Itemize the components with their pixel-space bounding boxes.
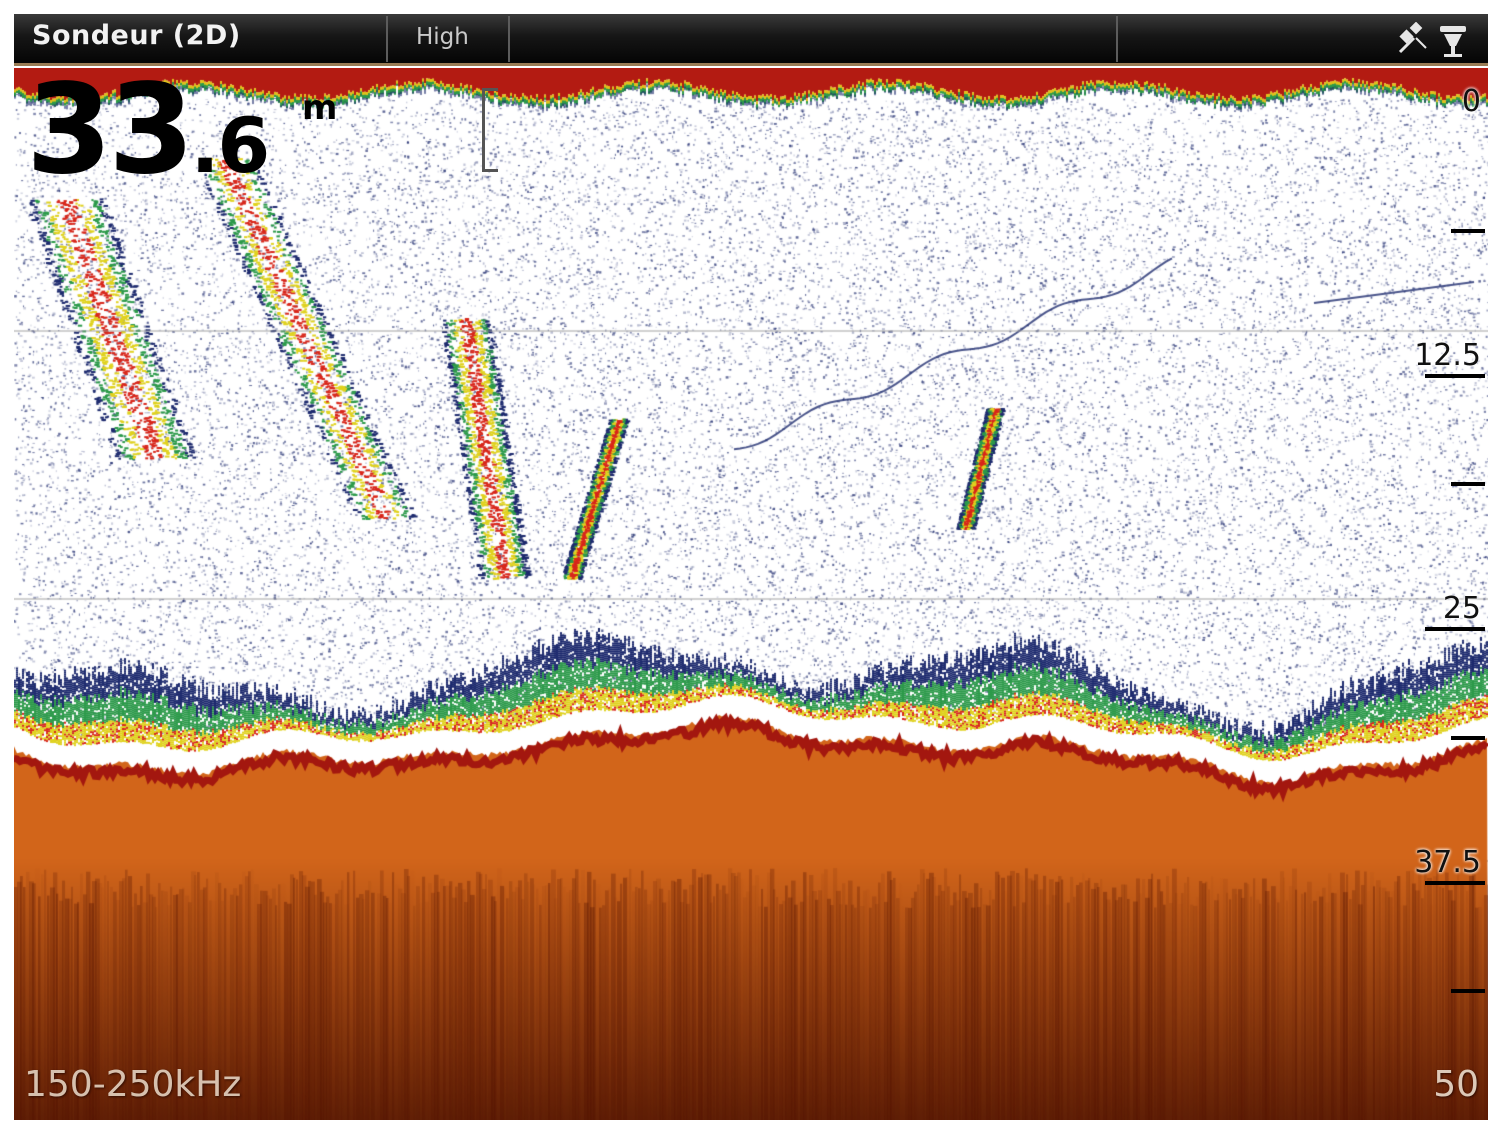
depth-scale-minor-tick — [1451, 735, 1485, 740]
mode-separator — [508, 16, 510, 62]
depth-scale-minor-tick — [1451, 482, 1485, 487]
title-bar: Sondeur (2D) High — [14, 14, 1488, 66]
range-max-label: 50 — [1433, 1064, 1479, 1105]
depth-unit: m — [302, 88, 338, 128]
title-separator — [386, 16, 388, 62]
depth-scale-label: 12.5 — [1414, 337, 1481, 373]
depth-decimal: .6 — [190, 101, 271, 190]
status-separator — [1116, 16, 1118, 62]
depth-integer: 33 — [26, 58, 195, 202]
depth-readout: 33.6 — [26, 68, 271, 192]
depth-scale-minor-tick — [1451, 228, 1485, 233]
depth-scale-minor-tick — [1451, 989, 1485, 994]
zoom-bracket — [482, 88, 498, 172]
frequency-label: 150-250kHz — [24, 1064, 242, 1105]
status-icons — [1398, 22, 1466, 57]
depth-scale-major-tick — [1425, 627, 1485, 631]
sonar-view[interactable] — [14, 68, 1488, 1120]
depth-scale-major-tick — [1425, 880, 1485, 885]
transducer-icon — [1440, 26, 1466, 57]
satellite-icon — [1398, 22, 1427, 54]
depth-scale-major-tick — [1425, 373, 1485, 378]
depth-scale-label: 0 — [1461, 84, 1481, 119]
depth-scale-label: 37.5 — [1414, 844, 1481, 880]
page-title: Sondeur (2D) — [32, 20, 241, 51]
depth-scale-label: 25 — [1442, 591, 1481, 626]
mode-label[interactable]: High — [416, 24, 469, 50]
